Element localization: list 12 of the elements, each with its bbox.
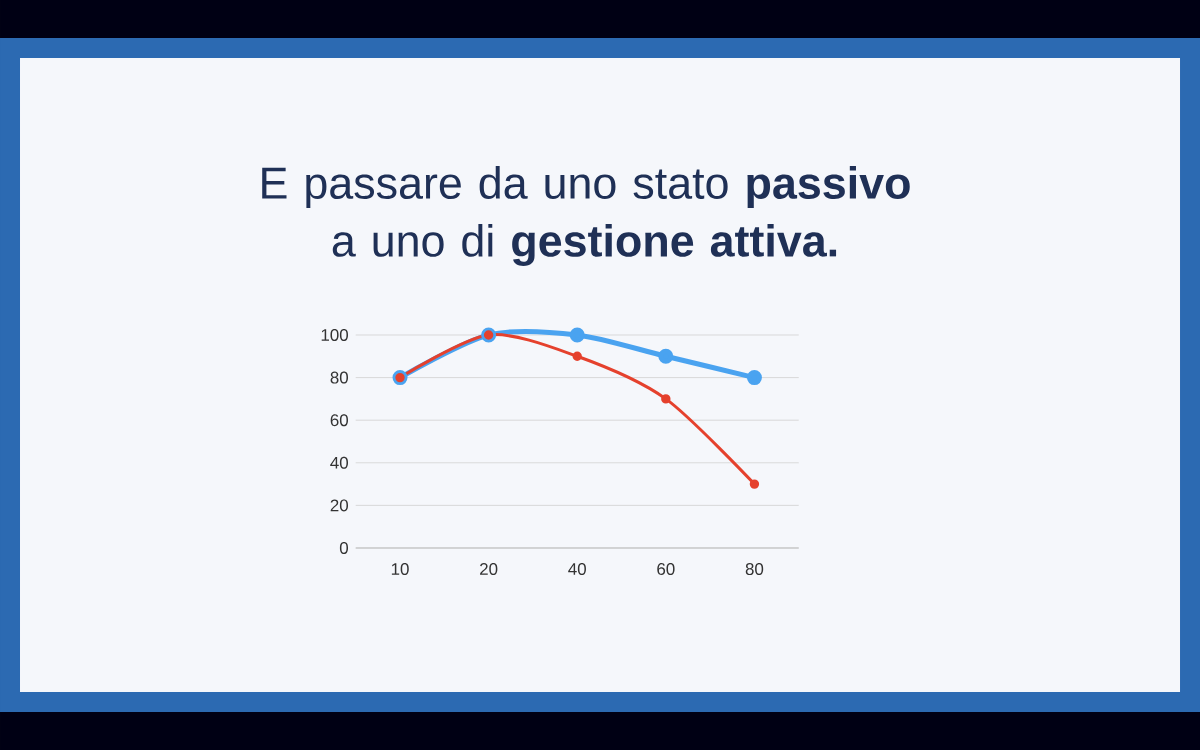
y-tick-label: 0 [339, 542, 349, 554]
y-tick-label: 40 [330, 456, 349, 469]
y-tick-label: 20 [330, 499, 349, 512]
x-tick-label: 20 [480, 563, 498, 576]
x-tick-label: 40 [568, 563, 586, 576]
y-tick-label: 60 [330, 414, 349, 427]
chart-title: E passare da uno stato passivo a uno di gestione attiva. [262, 166, 910, 266]
y-tick-label: 100 [321, 329, 348, 341]
x-tick-label: 80 [745, 563, 764, 576]
x-tick-label: 10 [391, 563, 409, 576]
x-tick-label: 60 [657, 563, 675, 576]
y-tick-label: 80 [330, 371, 349, 384]
